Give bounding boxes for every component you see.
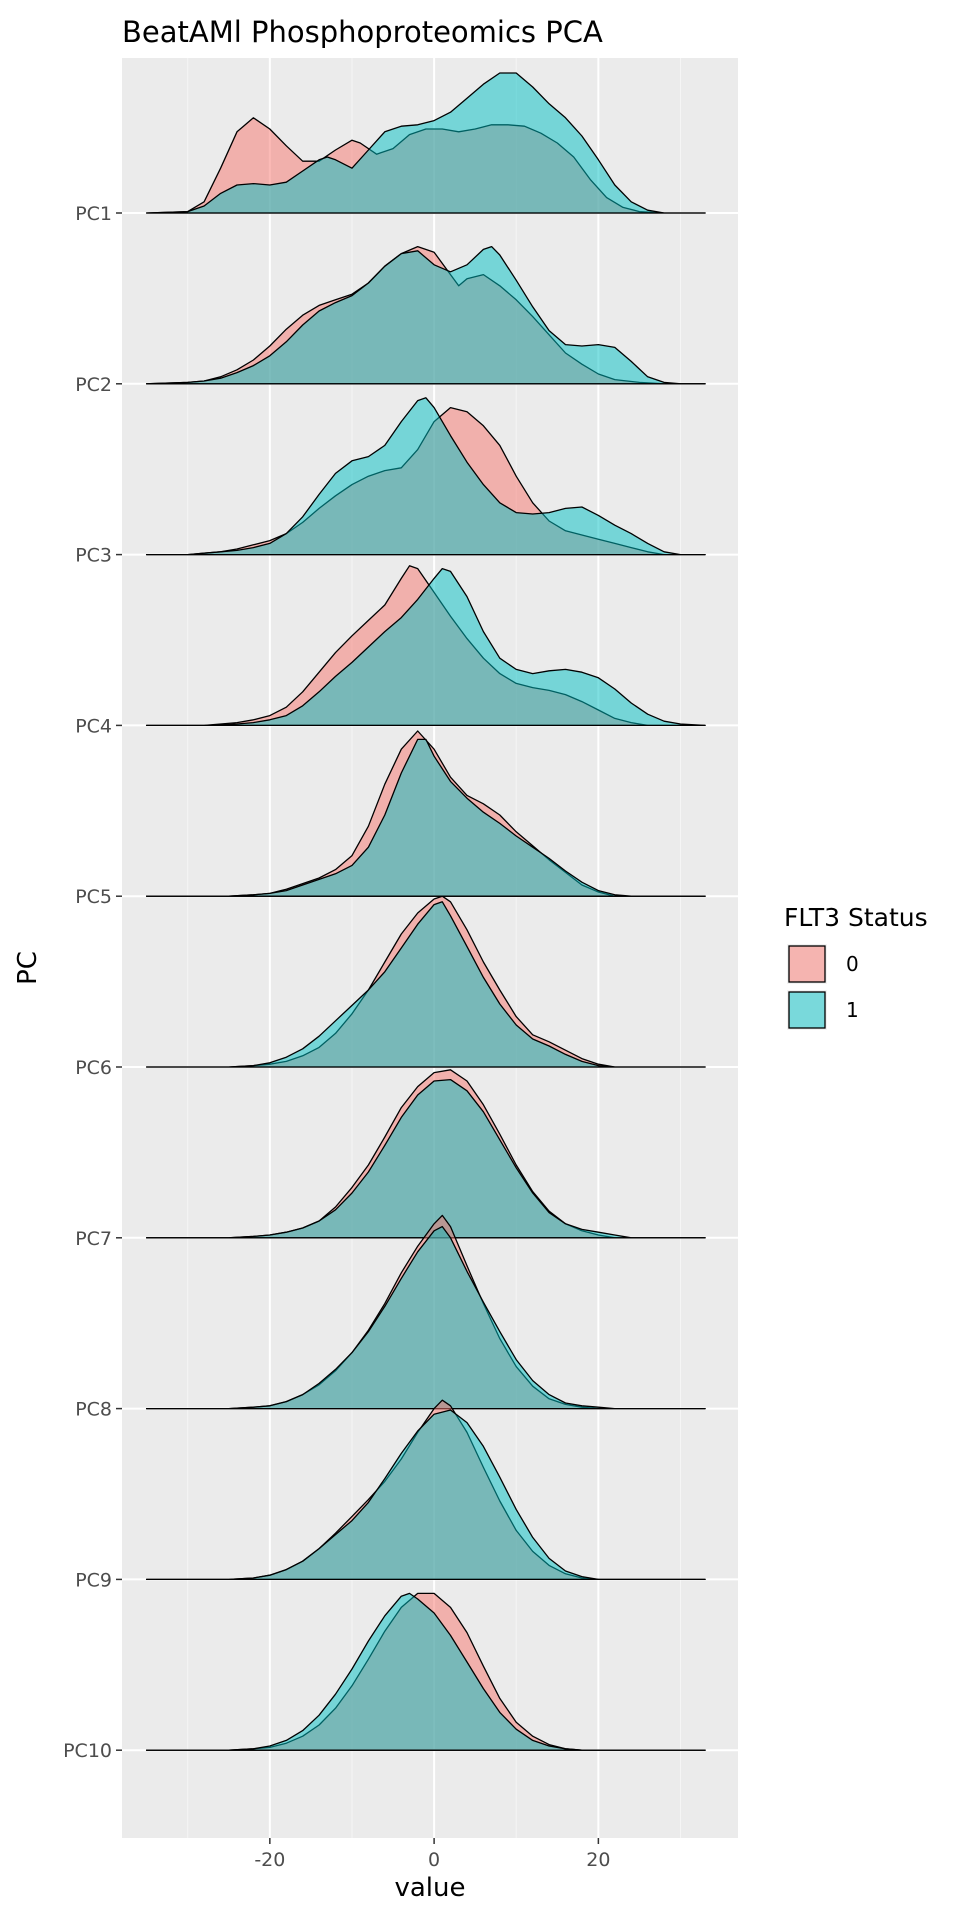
ridge-pc1 <box>145 72 706 214</box>
density-pc5-flt3-1 <box>145 738 706 897</box>
y-tick-label-pc2: PC2 <box>75 374 112 396</box>
ridge-pc4 <box>145 565 706 727</box>
ridge-pc10 <box>145 1592 706 1751</box>
legend: FLT3 Status 01 <box>784 903 928 1030</box>
x-axis: -20 0 20 <box>254 1838 610 1871</box>
y-tick-label-pc9: PC9 <box>75 1569 112 1591</box>
legend-label-0: 0 <box>846 952 859 976</box>
density-pc8-flt3-1 <box>145 1225 706 1410</box>
x-axis-title: value <box>394 1873 465 1903</box>
legend-swatch <box>788 945 826 983</box>
density-ridges <box>145 72 706 1751</box>
legend-item-0: 0 <box>787 944 859 984</box>
ridge-pc6 <box>145 895 706 1068</box>
y-tick-label-pc1: PC1 <box>75 203 112 225</box>
density-pc3-flt3-1 <box>145 397 706 556</box>
legend-item-1: 1 <box>787 990 859 1030</box>
density-pc6-flt3-1 <box>145 901 706 1068</box>
density-pc10-flt3-1 <box>145 1592 706 1751</box>
x-tick-label: -20 <box>254 1849 285 1871</box>
y-tick-label-pc7: PC7 <box>75 1228 112 1250</box>
ridge-pc5 <box>145 730 706 897</box>
ridge-pc8 <box>145 1214 706 1410</box>
x-tick-label: 20 <box>586 1849 610 1871</box>
y-tick-label-pc8: PC8 <box>75 1399 112 1421</box>
density-pc7-flt3-1 <box>145 1078 706 1239</box>
legend-items: 01 <box>787 944 859 1030</box>
density-pc2-flt3-1 <box>145 245 706 385</box>
y-tick-label-pc6: PC6 <box>75 1057 112 1079</box>
ridge-pc2 <box>145 245 706 385</box>
density-pc1-flt3-1 <box>145 72 706 214</box>
y-tick-label-pc4: PC4 <box>75 715 112 737</box>
ridge-pc3 <box>145 397 706 556</box>
legend-title: FLT3 Status <box>784 903 928 932</box>
legend-swatch <box>788 991 826 1029</box>
ridge-pc9 <box>145 1399 706 1581</box>
y-axis-title: PC <box>13 951 43 985</box>
density-pc9-flt3-1 <box>145 1409 706 1581</box>
legend-label-1: 1 <box>846 998 859 1022</box>
y-tick-label-pc3: PC3 <box>75 545 112 567</box>
density-pc4-flt3-1 <box>145 567 706 727</box>
x-tick-label: 0 <box>428 1849 440 1871</box>
chart-title: BeatAMl Phosphoproteomics PCA <box>122 15 603 49</box>
ridge-pc7 <box>145 1069 706 1239</box>
y-axis: PC1 PC2 PC3 PC4 PC5 PC6 PC7 PC8 PC9 PC10 <box>63 203 122 1762</box>
y-tick-label-pc5: PC5 <box>75 886 112 908</box>
y-tick-label-pc10: PC10 <box>63 1740 112 1762</box>
